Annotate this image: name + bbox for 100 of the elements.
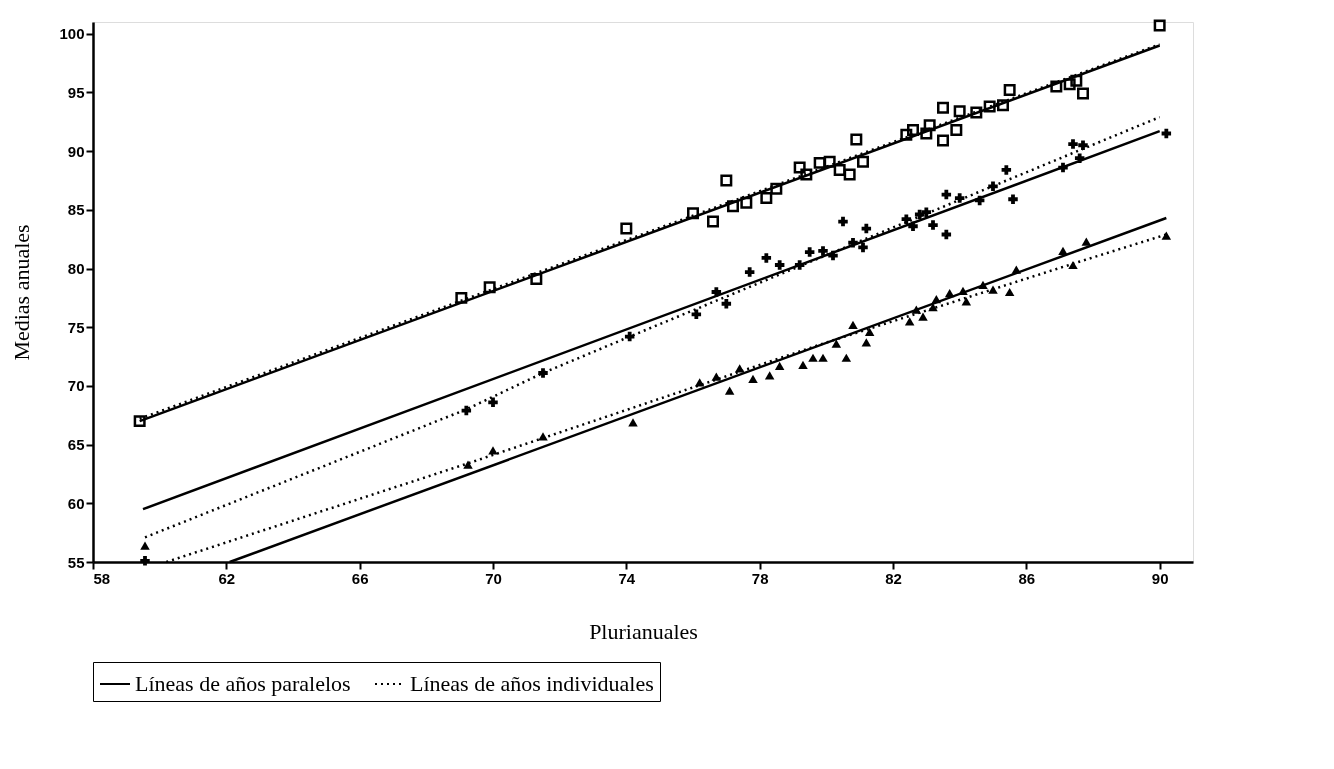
- point: [455, 291, 468, 304]
- point: [813, 156, 826, 169]
- point: [804, 247, 815, 257]
- point: [920, 127, 933, 140]
- point: [1001, 165, 1012, 175]
- point: [1078, 140, 1088, 150]
- point: [1153, 19, 1166, 32]
- point: [721, 299, 732, 309]
- point: [954, 193, 965, 203]
- point: [988, 181, 998, 192]
- x-tick-label: 74: [618, 569, 636, 587]
- x-tick-label: 86: [1018, 569, 1036, 587]
- point: [691, 309, 702, 320]
- point: [850, 133, 863, 146]
- point: [861, 338, 872, 347]
- x-axis-title: Plurianuales: [589, 618, 698, 644]
- y-tick-label: 55: [67, 553, 85, 571]
- point: [970, 106, 983, 119]
- point: [988, 285, 998, 294]
- point: [841, 353, 852, 362]
- y-tick-label: 65: [67, 436, 85, 454]
- point: [687, 207, 699, 220]
- point: [983, 100, 996, 113]
- point: [727, 200, 739, 213]
- point: [744, 267, 755, 277]
- point: [864, 327, 875, 337]
- x-tick-label: 62: [218, 569, 236, 587]
- legend-label: Líneas de años individuales: [410, 671, 654, 696]
- point: [1081, 237, 1092, 246]
- point: [901, 214, 912, 224]
- point: [488, 446, 498, 455]
- point: [620, 222, 633, 235]
- y-axis-title: Medias anuales: [9, 224, 35, 361]
- point: [1161, 231, 1172, 240]
- x-tick-label: 66: [351, 569, 369, 587]
- point: [907, 124, 919, 136]
- point: [764, 371, 775, 380]
- point: [1063, 78, 1076, 91]
- point: [530, 273, 543, 286]
- point: [800, 168, 813, 181]
- y-tick-label: 90: [67, 142, 85, 160]
- point: [1008, 194, 1018, 204]
- point: [483, 281, 496, 294]
- point: [740, 196, 753, 209]
- point: [463, 460, 473, 469]
- point: [953, 105, 966, 118]
- y-tick-label: 70: [67, 377, 85, 395]
- point: [950, 124, 963, 136]
- point: [1077, 87, 1089, 100]
- point: [831, 339, 842, 348]
- point: [1050, 80, 1063, 93]
- point: [843, 168, 856, 181]
- point: [904, 317, 915, 326]
- point: [937, 101, 949, 114]
- point: [711, 372, 722, 381]
- point: [761, 253, 772, 263]
- x-tick-label: 78: [751, 569, 769, 587]
- y-tick-label: 80: [67, 260, 85, 278]
- point: [488, 397, 498, 408]
- y-tick-label: 95: [67, 83, 85, 101]
- point: [838, 216, 848, 227]
- point: [857, 155, 869, 168]
- point: [928, 220, 938, 230]
- point: [918, 312, 928, 321]
- point: [848, 320, 858, 329]
- point: [818, 246, 828, 256]
- x-tick-label: 90: [1151, 569, 1169, 587]
- point: [937, 134, 949, 147]
- point: [861, 223, 872, 234]
- point: [823, 155, 836, 168]
- point: [833, 163, 846, 176]
- point: [760, 192, 773, 205]
- y-tick-label: 60: [67, 494, 85, 512]
- point: [1003, 84, 1016, 97]
- point: [808, 353, 818, 362]
- point: [1004, 287, 1015, 297]
- point: [1068, 139, 1078, 149]
- y-tick-label: 75: [67, 318, 85, 336]
- point: [707, 215, 719, 228]
- point: [770, 182, 783, 195]
- point: [997, 99, 1009, 112]
- point: [538, 368, 548, 378]
- y-tick-label: 85: [67, 201, 85, 219]
- point: [858, 242, 868, 253]
- point: [140, 541, 150, 550]
- point: [1070, 74, 1083, 87]
- point: [921, 207, 932, 217]
- point: [140, 556, 150, 566]
- point: [818, 353, 828, 362]
- point: [748, 374, 758, 383]
- x-tick-label: 58: [93, 569, 111, 587]
- point: [900, 128, 913, 141]
- point: [774, 260, 785, 270]
- point: [774, 361, 785, 371]
- point: [720, 174, 733, 187]
- point: [923, 119, 936, 132]
- x-tick-label: 82: [885, 569, 902, 587]
- legend-label: Líneas de años paralelos: [135, 671, 351, 696]
- point: [724, 386, 735, 395]
- x-tick-label: 70: [485, 569, 502, 587]
